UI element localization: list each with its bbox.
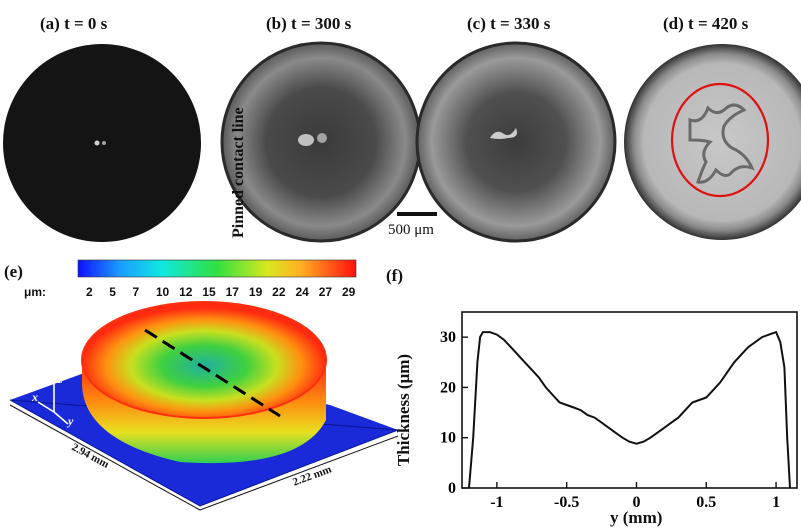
chart-frame [461, 311, 798, 489]
panel-label-a: (a) t = 0 s [40, 14, 108, 33]
surface-3d-plot [9, 301, 399, 511]
droplet-image-c [415, 41, 617, 243]
y-tick-label: 20 [440, 379, 456, 396]
x-tick-label: -0.5 [554, 494, 579, 511]
cross-section-line [144, 328, 281, 418]
y-tick-label: 30 [440, 329, 456, 346]
x-tick-label: -1 [490, 494, 503, 511]
colorbar-tick-label: 15 [202, 285, 216, 299]
droplet-image-a [3, 44, 201, 242]
droplet-image-d [624, 44, 801, 240]
colorbar-tick-label: 12 [179, 285, 193, 299]
colorbar-unit: μm: [24, 285, 47, 299]
colorbar-tick-label: 5 [109, 285, 116, 299]
axis-glyph-x: x [32, 390, 38, 404]
x-tick-label: 0 [632, 494, 640, 511]
thickness-series-line [468, 330, 791, 489]
panel-label-b: (b) t = 300 s [266, 14, 352, 33]
red-ellipse-marker [670, 82, 770, 198]
chart-xlabel: y (mm) [610, 508, 663, 527]
colorbar-tick-label: 2 [86, 285, 93, 299]
colorbar-tick-label: 22 [272, 285, 286, 299]
y-tick-label: 0 [448, 480, 456, 497]
pinned-contact-line-annotation: Pinned contact line [230, 107, 247, 238]
panel-label-d: (d) t = 420 s [663, 14, 749, 33]
panel-label-e: (e) [4, 262, 23, 281]
colorbar-tick-label: 19 [248, 285, 263, 299]
colorbar-tick-label: 27 [318, 285, 333, 299]
colorbar-tick-label: 7 [132, 285, 140, 299]
scale-bar [397, 212, 437, 216]
panel-label-f: (f) [386, 266, 403, 285]
colorbar-tick-label: 24 [295, 285, 309, 299]
chart-ylabel: Thickness (μm) [394, 353, 414, 467]
colorbar-tick-label: 17 [225, 285, 239, 299]
scale-bar-label: 500 μm [388, 222, 434, 238]
x-tick-label: 1 [772, 494, 780, 511]
y-tick-label: 10 [440, 430, 456, 447]
x-tick-label: 0.5 [696, 494, 716, 511]
axis-glyph-z: z [58, 372, 63, 386]
colorbar-tick-label: 29 [342, 285, 356, 299]
droplet-image-b [220, 41, 422, 243]
panel-label-c: (c) t = 330 s [467, 14, 551, 33]
axis-glyph-y: y [68, 414, 74, 428]
colorbar [77, 259, 357, 278]
colorbar-tick-label: 10 [155, 285, 170, 299]
